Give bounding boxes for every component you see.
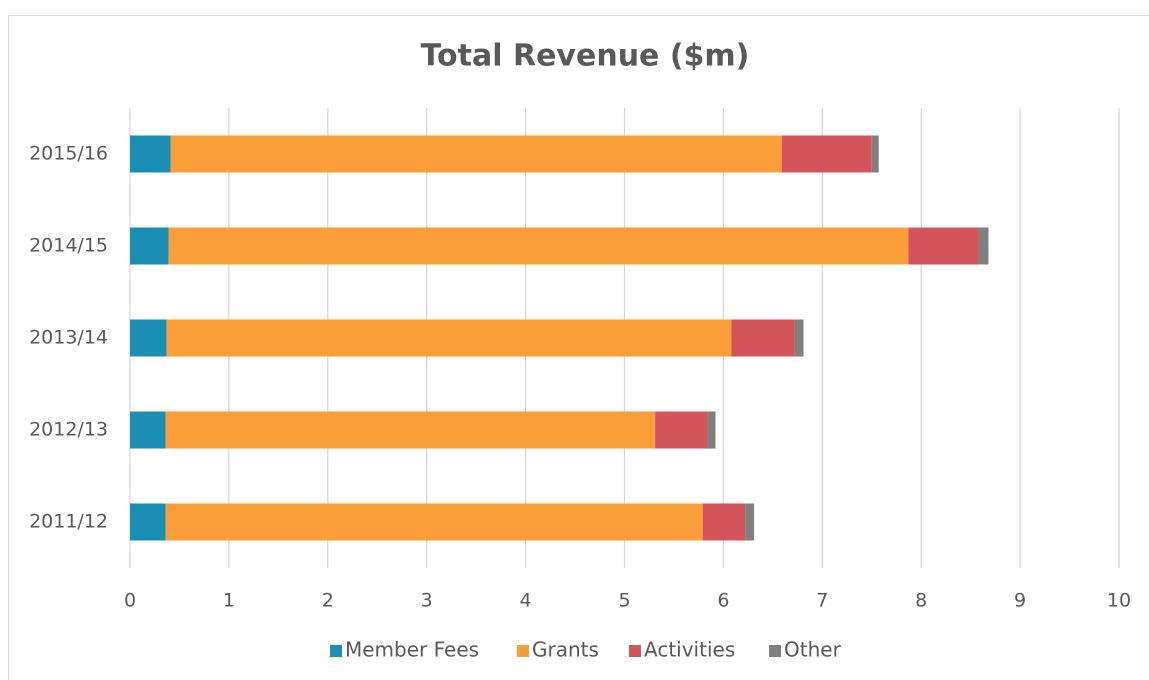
legend-label: Grants <box>532 638 599 662</box>
bar-segment <box>908 227 979 265</box>
bar-segment <box>794 319 804 357</box>
x-tick-label: 6 <box>717 590 729 612</box>
y-tick-label: 2013/14 <box>29 327 108 349</box>
bar-segment <box>130 227 169 265</box>
y-tick-label: 2012/13 <box>29 419 108 441</box>
x-tick-label: 0 <box>124 590 136 612</box>
bar-segment <box>165 503 703 541</box>
bar-segment <box>781 135 872 173</box>
legend-swatch <box>769 645 781 657</box>
bar-segment <box>130 135 171 173</box>
bar-segment <box>707 411 716 449</box>
bar-segment <box>130 411 166 449</box>
bar-segment <box>130 319 167 357</box>
chart-title: Total Revenue ($m) <box>421 39 750 74</box>
bar-segment <box>168 227 909 265</box>
bar-segment <box>165 411 656 449</box>
bar-segment <box>130 503 166 541</box>
x-tick-label: 8 <box>915 590 927 612</box>
x-tick-label: 3 <box>421 590 433 612</box>
y-tick-label: 2015/16 <box>29 143 108 165</box>
bar-segment <box>655 411 708 449</box>
y-tick-label: 2011/12 <box>29 511 108 533</box>
x-tick-label: 5 <box>618 590 630 612</box>
x-tick-label: 10 <box>1107 590 1131 612</box>
legend-label: Activities <box>644 638 735 662</box>
legend-label: Other <box>784 638 842 662</box>
x-tick-label: 7 <box>816 590 828 612</box>
legend-swatch <box>330 645 342 657</box>
x-tick-label: 4 <box>520 590 532 612</box>
bar-segment <box>166 319 732 357</box>
bar-segment <box>731 319 795 357</box>
bar-segment <box>170 135 782 173</box>
legend-swatch <box>517 645 529 657</box>
x-tick-label: 2 <box>322 590 334 612</box>
bar-segment <box>745 503 755 541</box>
bar-segment <box>978 227 989 265</box>
bar-segment <box>871 135 879 173</box>
bar-segment <box>702 503 746 541</box>
legend-swatch <box>629 645 641 657</box>
x-tick-label: 9 <box>1014 590 1026 612</box>
legend-label: Member Fees <box>345 638 479 662</box>
x-tick-label: 1 <box>223 590 235 612</box>
y-tick-label: 2014/15 <box>29 235 108 257</box>
